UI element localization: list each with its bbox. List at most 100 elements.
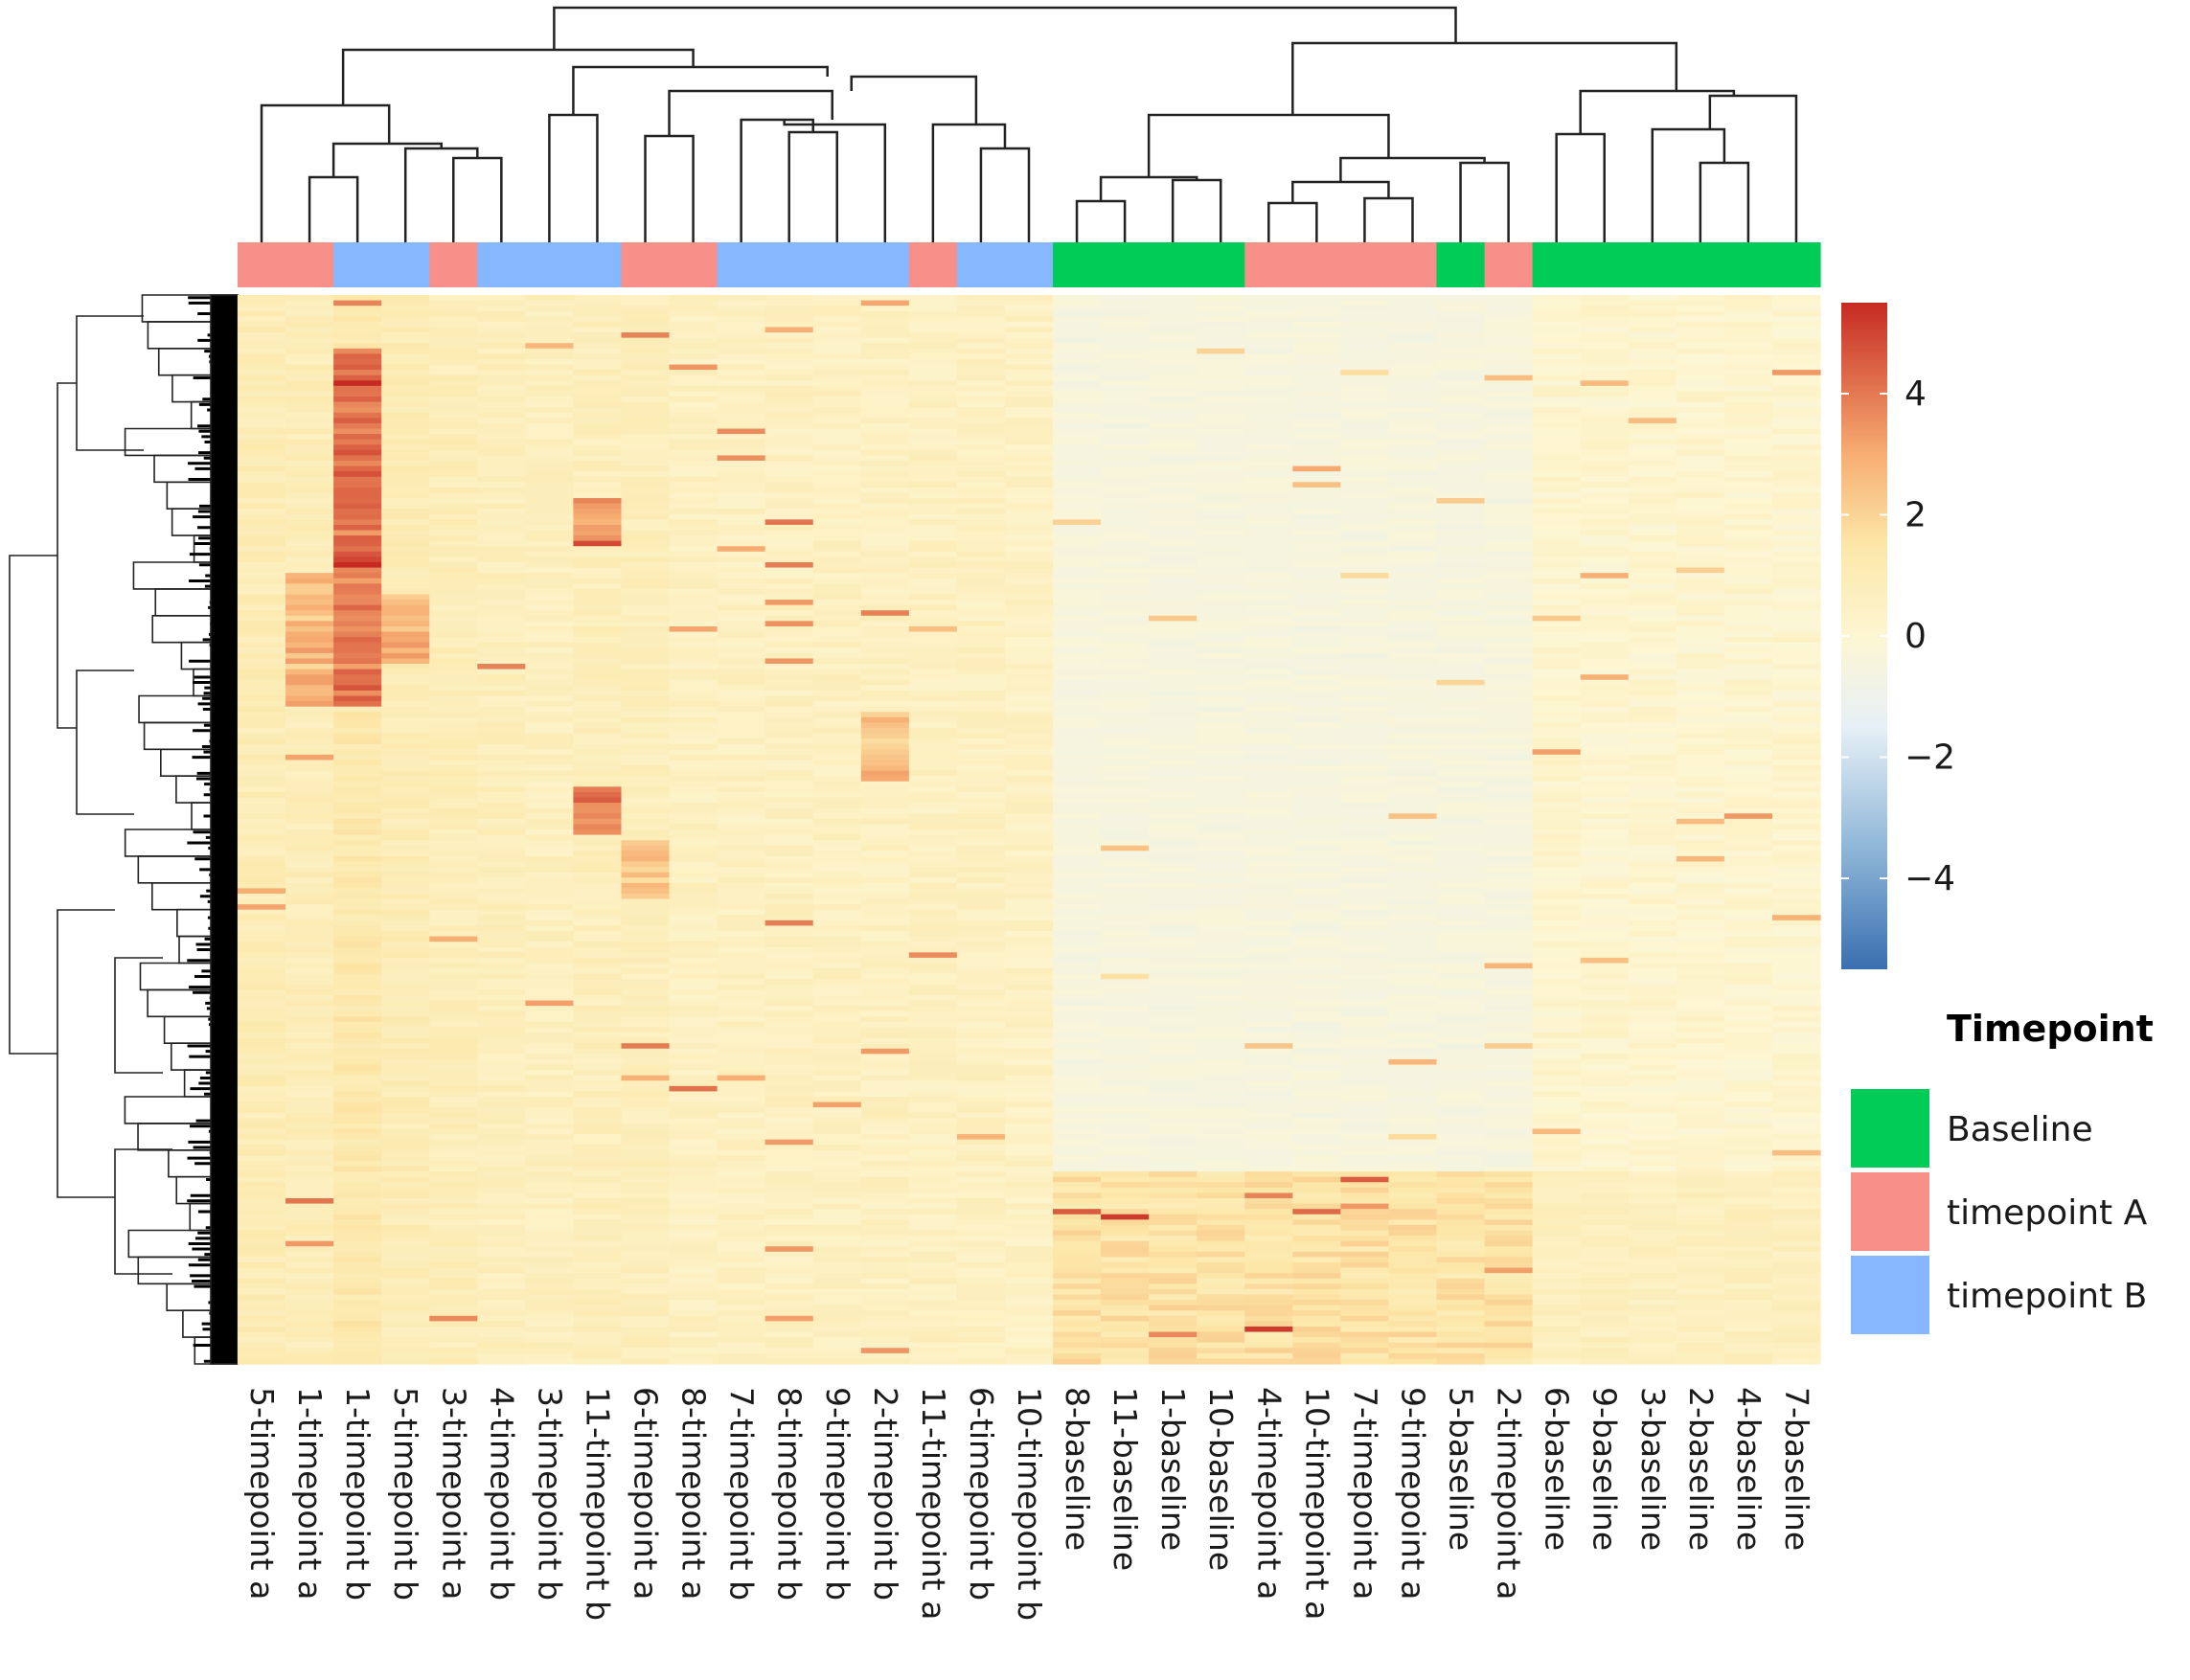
heatmap-cell xyxy=(764,818,814,826)
heatmap-cell xyxy=(381,882,430,889)
heatmap-cell xyxy=(1771,503,1821,510)
heatmap-cell xyxy=(285,727,334,735)
heatmap-cell xyxy=(1292,1043,1341,1050)
heatmap-cell xyxy=(1197,952,1245,959)
heatmap-cell xyxy=(1628,658,1677,665)
heatmap-cell xyxy=(525,530,575,536)
heatmap-cell xyxy=(525,353,575,360)
heatmap-cell xyxy=(1436,712,1486,718)
heatmap-cell xyxy=(1484,765,1534,772)
heatmap-cell xyxy=(717,712,766,718)
heatmap-cell xyxy=(1053,803,1102,809)
heatmap-cell xyxy=(1340,370,1390,376)
heatmap-cell xyxy=(717,1021,766,1029)
heatmap-cell xyxy=(238,786,286,793)
heatmap-cell xyxy=(1628,310,1677,317)
heatmap-cell xyxy=(1723,1033,1773,1039)
heatmap-cell xyxy=(621,407,671,414)
heatmap-cell xyxy=(1676,727,1725,735)
heatmap-cell xyxy=(1388,503,1438,510)
heatmap-cell xyxy=(1388,936,1438,942)
heatmap-cell xyxy=(525,946,575,953)
heatmap-cell xyxy=(1388,418,1438,424)
heatmap-cell xyxy=(333,556,382,563)
heatmap-cell xyxy=(1484,893,1534,900)
heatmap-cell xyxy=(285,492,334,499)
heatmap-cell xyxy=(1149,946,1198,953)
heatmap-cell xyxy=(477,449,526,456)
heatmap-cell xyxy=(1771,353,1821,360)
heatmap-cell xyxy=(1580,327,1630,333)
heatmap-cell xyxy=(238,652,286,660)
heatmap-cell xyxy=(1723,904,1773,911)
heatmap-cell xyxy=(812,487,862,494)
heatmap-cell xyxy=(812,797,862,804)
heatmap-cell xyxy=(1723,909,1773,916)
heatmap-cell xyxy=(1484,867,1534,874)
heatmap-cell xyxy=(1723,979,1773,986)
heatmap-cell xyxy=(1101,770,1150,777)
heatmap-cell xyxy=(1101,984,1150,990)
heatmap-cell xyxy=(333,610,382,617)
heatmap-cell xyxy=(1388,867,1438,874)
heatmap-cell xyxy=(860,364,910,371)
heatmap-cell xyxy=(860,370,910,376)
heatmap-cell xyxy=(1436,391,1486,397)
heatmap-cell xyxy=(860,637,910,644)
heatmap-cell xyxy=(1771,482,1821,488)
heatmap-cell xyxy=(1436,898,1486,905)
heatmap-cell xyxy=(477,738,526,745)
heatmap-cell xyxy=(1149,882,1198,889)
heatmap-cell xyxy=(812,583,862,590)
heatmap-cell xyxy=(573,573,623,579)
heatmap-cell xyxy=(525,840,575,847)
heatmap-cell xyxy=(1388,877,1438,884)
heatmap-cell xyxy=(1580,535,1630,542)
heatmap-cell xyxy=(812,915,862,921)
heatmap-cell xyxy=(669,781,719,787)
heatmap-cell xyxy=(1484,658,1534,665)
heatmap-cell xyxy=(1197,295,1245,302)
annotation-cell xyxy=(1580,242,1630,287)
heatmap-cell xyxy=(1244,1048,1293,1055)
heatmap-cell xyxy=(1053,738,1102,745)
heatmap-cell xyxy=(381,604,430,611)
heatmap-cell xyxy=(764,422,814,430)
heatmap-cell xyxy=(908,444,958,451)
heatmap-cell xyxy=(238,428,286,435)
heatmap-cell xyxy=(1484,754,1534,761)
heatmap-cell xyxy=(477,973,526,980)
heatmap-cell xyxy=(860,513,910,520)
heatmap-cell xyxy=(285,455,334,462)
heatmap-cell xyxy=(1197,652,1245,660)
heatmap-cell xyxy=(1676,658,1725,665)
heatmap-cell xyxy=(1149,310,1198,317)
heatmap-cell xyxy=(285,957,334,965)
heatmap-cell xyxy=(238,690,286,697)
heatmap-cell xyxy=(238,546,286,553)
dendrogram-link xyxy=(1339,156,1486,182)
heatmap-cell xyxy=(717,994,766,1002)
heatmap-cell xyxy=(285,1048,334,1055)
heatmap-cell xyxy=(1004,540,1054,547)
heatmap-cell xyxy=(1580,690,1630,697)
heatmap-cell xyxy=(669,610,719,617)
heatmap-cell xyxy=(1292,797,1341,804)
heatmap-cell xyxy=(285,364,334,371)
heatmap-cell xyxy=(908,327,958,333)
heatmap-cell xyxy=(477,722,526,729)
heatmap-cell xyxy=(525,765,575,772)
heatmap-cell xyxy=(1388,749,1438,756)
heatmap-cell xyxy=(1628,471,1677,478)
heatmap-cell xyxy=(764,1000,814,1007)
heatmap-cell xyxy=(381,492,430,499)
heatmap-cell xyxy=(1197,418,1245,424)
heatmap-cell xyxy=(429,535,478,542)
heatmap-cell xyxy=(1723,604,1773,611)
heatmap-cell xyxy=(717,428,766,435)
heatmap-cell xyxy=(1771,567,1821,574)
heatmap-cell xyxy=(908,957,958,965)
heatmap-cell xyxy=(669,455,719,462)
heatmap-cell xyxy=(1771,321,1821,329)
heatmap-cell xyxy=(1532,503,1582,510)
